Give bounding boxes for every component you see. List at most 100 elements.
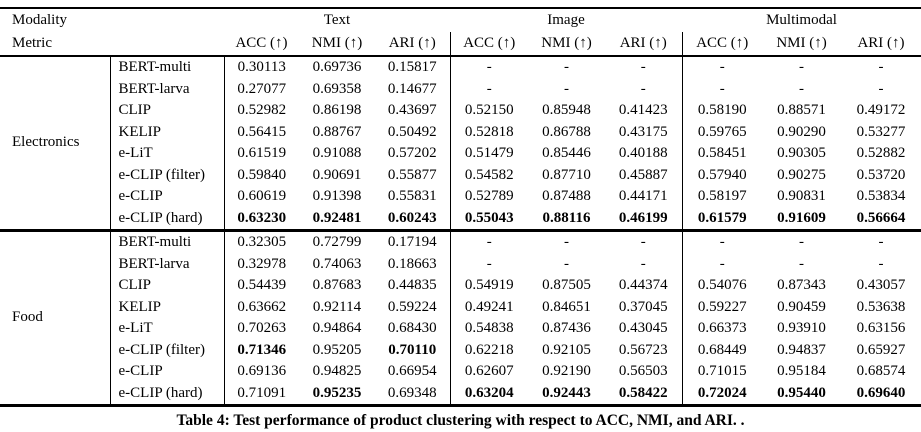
value-cell: 0.53277: [856, 123, 906, 140]
value-cell: 0.95184: [777, 363, 826, 379]
value-cell: -: [564, 255, 569, 272]
value-cell: 0.69736: [312, 59, 362, 75]
value-cell: -: [799, 255, 805, 272]
table-header: Modality Text Image Multimodal Metric AC…: [0, 8, 921, 56]
value-cell: 0.30113: [223, 56, 299, 79]
value-cell: 0.66954: [387, 363, 437, 379]
model-name-cell: e-LiT: [109, 143, 224, 165]
model-name-cell: e-CLIP: [109, 361, 224, 383]
value-cell: 0.85446: [542, 145, 591, 161]
value-cell: 0.40188: [618, 145, 668, 161]
value-cell: 0.61579: [681, 207, 763, 231]
section-electronics: Electronics BERT-multi 0.30113 0.69736 0.158…: [0, 56, 921, 231]
value-cell: -: [564, 59, 569, 75]
header-model-spacer: [110, 8, 224, 32]
value-cell: 0.54439: [223, 275, 299, 297]
model-name-cell: CLIP: [109, 100, 224, 122]
value-cell: -: [681, 253, 763, 275]
table-row: e-CLIP (filter) 0.59840 0.90691 0.55877 0.54…: [0, 164, 921, 186]
value-cell: 0.54919: [449, 275, 528, 297]
model-name-cell: e-CLIP (hard): [109, 207, 224, 231]
value-cell: 0.95440: [777, 384, 826, 401]
table-caption: Table 4: Test performance of product clu…: [176, 412, 745, 429]
metric-label-acc: ACC (↑): [449, 32, 528, 56]
value-cell: 0.56664: [856, 209, 906, 226]
value-cell: -: [449, 230, 528, 254]
table-row: CLIP 0.54439 0.87683 0.44835 0.54919 0.87505 0…: [0, 275, 921, 297]
value-cell: 0.86198: [312, 102, 362, 118]
value-cell: 0.55877: [387, 166, 437, 183]
value-cell: 0.52789: [449, 186, 528, 208]
value-cell: -: [799, 234, 805, 250]
table-row: e-CLIP 0.69136 0.94825 0.66954 0.62607 0.9219…: [0, 361, 921, 383]
value-cell: 0.93910: [777, 320, 826, 336]
value-cell: 0.60243: [387, 209, 437, 226]
value-cell: 0.50492: [387, 123, 437, 140]
value-cell: -: [681, 56, 763, 79]
value-cell: 0.62607: [449, 361, 528, 383]
value-cell: 0.53638: [856, 298, 906, 315]
value-cell: 0.90305: [777, 145, 826, 161]
value-cell: 0.88116: [542, 209, 591, 226]
value-cell: 0.87683: [312, 277, 362, 293]
value-cell: 0.55043: [449, 207, 528, 231]
value-cell: 0.91088: [312, 145, 362, 161]
table-row: Food BERT-multi 0.32305 0.72799 0.17194- - - - -…: [0, 230, 921, 325]
value-cell: 0.37045: [618, 298, 668, 315]
value-cell: 0.59224: [387, 298, 437, 315]
value-cell: 0.58422: [618, 384, 668, 401]
value-cell: 0.17194: [387, 234, 437, 250]
value-cell: -: [640, 59, 646, 75]
model-name-cell: BERT-multi: [109, 230, 224, 254]
value-cell: 0.43057: [856, 277, 906, 293]
value-cell: 0.49241: [449, 296, 528, 318]
value-cell: 0.91398: [312, 188, 362, 204]
value-cell: 0.57940: [681, 164, 763, 186]
value-cell: -: [878, 234, 884, 250]
value-cell: 0.54582: [449, 164, 528, 186]
value-cell: 0.84651: [542, 298, 591, 315]
value-cell: 0.87505: [542, 277, 591, 293]
value-cell: 0.18663: [387, 255, 437, 272]
value-cell: -: [878, 255, 884, 272]
header-modality-label: Modality: [12, 12, 67, 28]
value-cell: 0.60619: [223, 186, 299, 208]
value-cell: 0.68430: [387, 320, 437, 336]
value-cell: 0.65927: [856, 341, 906, 358]
value-cell: -: [564, 80, 569, 97]
metric-header-row: Metric ACC (↑) NMI (↑) ARI (↑) ACC (↑) N…: [0, 32, 921, 56]
table-row: KELIP 0.63662 0.92114 0.59224 0.49241 0.84651…: [0, 296, 921, 318]
model-name-cell: CLIP: [109, 275, 224, 297]
value-cell: 0.70263: [223, 318, 299, 340]
value-cell: 0.71015: [681, 361, 763, 383]
value-cell: -: [449, 253, 528, 275]
value-cell: 0.58451: [681, 143, 763, 165]
value-cell: 0.87488: [542, 188, 591, 204]
value-cell: 0.92190: [542, 363, 591, 379]
value-cell: 0.69348: [387, 384, 437, 401]
value-cell: -: [878, 80, 884, 97]
value-cell: 0.52882: [856, 145, 906, 161]
metric-label-ari: ARI (↑): [388, 35, 436, 51]
table-row: e-CLIP (hard) 0.71091 0.95235 0.69348 0.6320…: [0, 382, 921, 406]
model-name-cell: e-CLIP (hard): [109, 382, 224, 406]
value-cell: 0.55831: [387, 188, 437, 204]
value-cell: 0.86788: [542, 123, 591, 140]
model-name-cell: BERT-multi: [109, 56, 224, 79]
modality-cell: Electronics: [12, 134, 80, 151]
table-row: Electronics BERT-multi 0.30113 0.69736 0.158…: [0, 56, 921, 150]
value-cell: 0.56415: [223, 121, 299, 143]
group-header-row: Modality Text Image Multimodal: [0, 8, 921, 32]
model-name-cell: e-CLIP: [109, 186, 224, 208]
value-cell: 0.57202: [387, 145, 437, 161]
value-cell: 0.95235: [312, 384, 362, 401]
value-cell: 0.32305: [223, 230, 299, 254]
value-cell: 0.90459: [777, 298, 826, 315]
value-cell: 0.72799: [312, 234, 362, 250]
table-row: KELIP 0.56415 0.88767 0.50492 0.52818 0.86788…: [0, 121, 921, 143]
results-table: Modality Text Image Multimodal Metric AC…: [0, 7, 921, 407]
model-name-cell: KELIP: [109, 121, 224, 143]
model-name-cell: BERT-larva: [109, 253, 224, 275]
value-cell: 0.87436: [542, 320, 591, 336]
value-cell: -: [799, 59, 805, 75]
